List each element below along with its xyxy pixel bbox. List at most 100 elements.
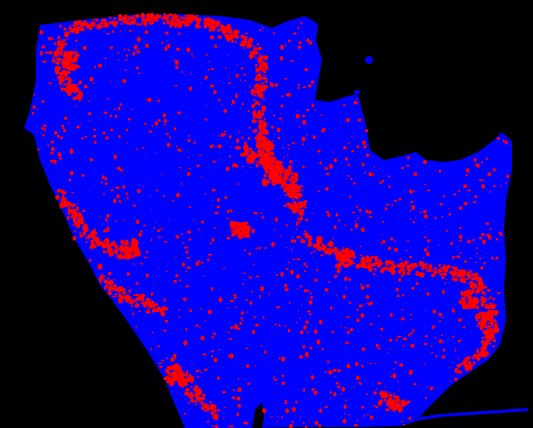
highlight-speckle bbox=[338, 219, 341, 222]
highlight-speckle bbox=[423, 363, 426, 365]
highlight-speckle bbox=[475, 354, 481, 359]
highlight-speckle bbox=[295, 113, 300, 119]
highlight-speckle bbox=[392, 367, 395, 370]
highlight-speckle bbox=[132, 51, 136, 56]
highlight-speckle bbox=[457, 370, 463, 374]
highlight-speckle bbox=[212, 404, 215, 408]
highlight-speckle bbox=[55, 61, 60, 65]
highlight-speckle bbox=[162, 298, 166, 301]
highlight-speckle bbox=[48, 82, 52, 85]
highlight-speckle bbox=[277, 160, 281, 165]
highlight-speckle bbox=[286, 191, 291, 194]
highlight-speckle bbox=[313, 390, 318, 395]
highlight-speckle bbox=[77, 202, 79, 205]
highlight-speckle bbox=[443, 195, 446, 198]
highlight-speckle bbox=[258, 66, 264, 71]
highlight-speckle bbox=[189, 309, 193, 313]
highlight-speckle bbox=[248, 85, 251, 88]
highlight-speckle bbox=[464, 260, 467, 263]
highlight-speckle bbox=[335, 381, 339, 385]
highlight-speckle bbox=[60, 75, 65, 79]
highlight-speckle bbox=[149, 21, 154, 24]
highlight-speckle bbox=[407, 156, 410, 160]
highlight-speckle bbox=[253, 94, 257, 97]
highlight-speckle bbox=[268, 160, 274, 165]
highlight-speckle bbox=[194, 14, 198, 19]
highlight-speckle bbox=[187, 266, 191, 270]
highlight-speckle bbox=[105, 182, 108, 186]
highlight-speckle bbox=[481, 179, 484, 182]
highlight-speckle bbox=[328, 369, 333, 375]
highlight-speckle bbox=[284, 287, 289, 292]
highlight-speckle bbox=[479, 356, 482, 358]
highlight-speckle bbox=[273, 163, 279, 171]
highlight-speckle bbox=[258, 109, 262, 112]
highlight-speckle bbox=[472, 283, 476, 286]
highlight-speckle bbox=[103, 21, 109, 28]
highlight-speckle bbox=[394, 199, 398, 202]
highlight-speckle bbox=[155, 309, 160, 312]
highlight-speckle bbox=[262, 157, 268, 161]
highlight-speckle bbox=[66, 216, 70, 220]
highlight-speckle bbox=[401, 263, 405, 269]
mask-bottom-streak bbox=[415, 408, 528, 421]
highlight-speckle bbox=[193, 142, 196, 145]
highlight-speckle bbox=[412, 266, 415, 270]
highlight-speckle bbox=[487, 172, 492, 177]
highlight-speckle bbox=[235, 73, 239, 78]
highlight-speckle bbox=[228, 82, 231, 85]
highlight-speckle bbox=[451, 271, 456, 278]
highlight-speckle bbox=[334, 274, 338, 279]
highlight-speckle bbox=[53, 42, 56, 46]
highlight-speckle bbox=[82, 231, 87, 236]
highlight-speckle bbox=[143, 21, 148, 27]
highlight-speckle bbox=[127, 48, 130, 52]
highlight-speckle bbox=[434, 337, 437, 339]
highlight-speckle bbox=[481, 161, 484, 164]
highlight-speckle bbox=[80, 122, 82, 124]
highlight-speckle bbox=[67, 76, 71, 79]
highlight-speckle bbox=[466, 297, 470, 300]
highlight-speckle bbox=[303, 262, 307, 266]
highlight-speckle bbox=[378, 259, 382, 263]
highlight-speckle bbox=[404, 260, 409, 265]
highlight-speckle bbox=[485, 304, 488, 307]
highlight-speckle bbox=[185, 387, 190, 392]
highlight-speckle bbox=[359, 254, 363, 257]
highlight-speckle bbox=[217, 144, 222, 149]
highlight-speckle bbox=[228, 135, 232, 139]
highlight-speckle bbox=[40, 127, 45, 130]
highlight-speckle bbox=[457, 339, 461, 343]
highlight-speckle bbox=[372, 173, 375, 176]
highlight-speckle bbox=[215, 173, 217, 174]
highlight-speckle bbox=[165, 375, 170, 381]
highlight-speckle bbox=[400, 274, 404, 277]
highlight-speckle bbox=[127, 256, 131, 260]
highlight-speckle bbox=[499, 185, 502, 188]
highlight-speckle bbox=[188, 86, 193, 91]
highlight-speckle bbox=[301, 143, 304, 146]
highlight-speckle bbox=[249, 156, 255, 164]
highlight-speckle bbox=[218, 159, 220, 161]
highlight-speckle bbox=[61, 195, 64, 199]
highlight-speckle bbox=[472, 239, 475, 242]
highlight-speckle bbox=[295, 228, 298, 231]
highlight-speckle bbox=[279, 235, 282, 237]
highlight-speckle bbox=[256, 138, 261, 141]
highlight-speckle bbox=[324, 370, 327, 374]
highlight-speckle bbox=[62, 127, 65, 130]
highlight-speckle bbox=[120, 295, 125, 299]
highlight-speckle bbox=[422, 272, 426, 274]
highlight-speckle bbox=[477, 281, 482, 286]
highlight-speckle bbox=[171, 23, 177, 26]
highlight-speckle bbox=[293, 239, 297, 243]
highlight-speckle bbox=[48, 51, 53, 55]
highlight-speckle bbox=[308, 419, 310, 422]
highlight-speckle bbox=[312, 243, 316, 248]
highlight-speckle bbox=[164, 46, 168, 52]
highlight-speckle bbox=[200, 371, 202, 373]
highlight-speckle bbox=[254, 364, 256, 367]
highlight-speckle bbox=[290, 407, 293, 409]
highlight-speckle bbox=[397, 381, 399, 383]
highlight-speckle bbox=[345, 287, 348, 289]
